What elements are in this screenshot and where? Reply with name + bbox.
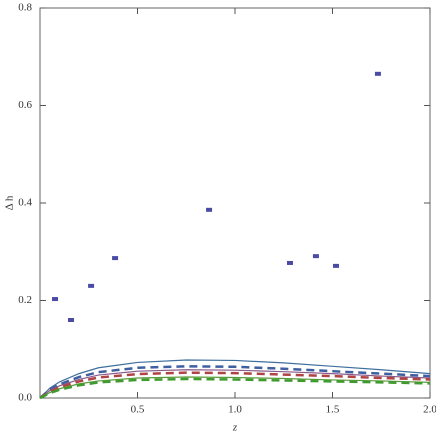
x-tick-label: 0.5 — [131, 404, 145, 416]
y-axis-label: Δ h — [4, 195, 16, 210]
x-axis-label: z — [232, 422, 238, 434]
data-point — [286, 260, 293, 265]
y-tick-label: 0.8 — [18, 2, 32, 14]
curve — [39, 371, 431, 400]
curve — [39, 377, 431, 400]
data-point — [88, 283, 95, 288]
data-point — [52, 297, 59, 302]
curve — [39, 369, 431, 399]
y-tick-label: 0.6 — [18, 99, 32, 111]
data-point — [206, 207, 213, 212]
x-tick-label: 2.0 — [423, 404, 436, 416]
plot-frame — [39, 7, 431, 399]
curve — [39, 359, 431, 399]
data-point — [333, 263, 340, 268]
data-point — [112, 256, 119, 261]
data-point — [68, 318, 75, 322]
x-tick-label: 1.5 — [326, 404, 340, 416]
x-tick-label: 1.0 — [228, 404, 242, 416]
y-tick-label: 0.4 — [18, 197, 32, 209]
y-tick-label: 0.0 — [18, 392, 32, 404]
data-point — [374, 71, 381, 76]
data-point — [312, 254, 319, 259]
y-tick-label: 0.2 — [18, 294, 32, 306]
